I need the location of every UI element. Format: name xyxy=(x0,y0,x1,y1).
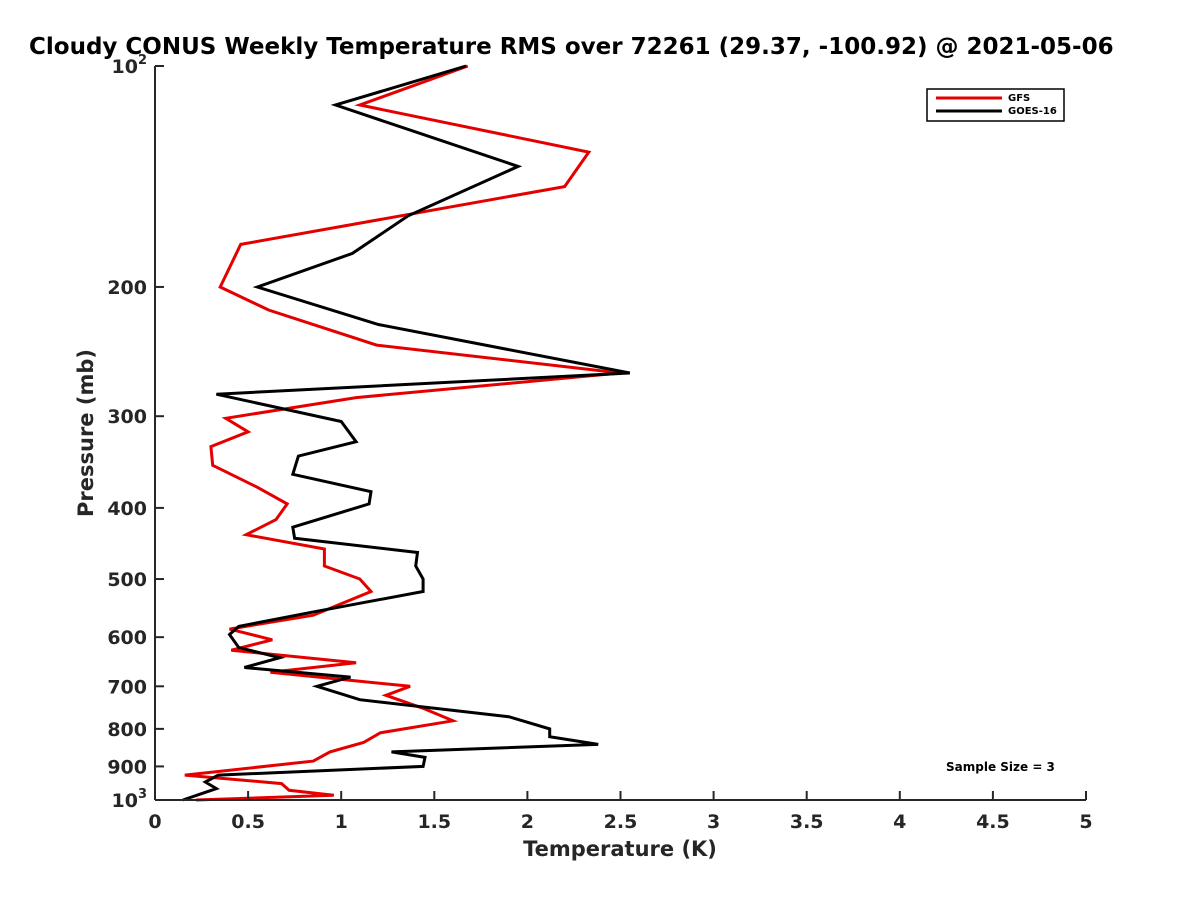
y-axis-label: Pressure (mb) xyxy=(74,349,98,517)
y-tick-base: 10 xyxy=(112,56,138,78)
y-tick-label: 300 xyxy=(107,406,147,428)
x-tick-label: 1.5 xyxy=(417,811,451,833)
y-tick-label: 600 xyxy=(107,627,147,649)
y-tick-label: 500 xyxy=(107,569,147,591)
x-tick-label: 2 xyxy=(521,811,534,833)
x-axis-label: Temperature (K) xyxy=(523,837,717,861)
legend-box xyxy=(926,88,1065,122)
legend-label-goes16: GOES-16 xyxy=(1008,106,1057,117)
x-tick-label: 3 xyxy=(707,811,720,833)
x-tick-label: 5 xyxy=(1079,811,1092,833)
y-tick-label: 800 xyxy=(107,719,147,741)
series-line-goes16 xyxy=(182,64,631,802)
x-tick-label: 2.5 xyxy=(604,811,638,833)
y-tick-label: 400 xyxy=(107,498,147,520)
y-tick-exponent: 3 xyxy=(138,787,147,802)
y-tick-label: 700 xyxy=(107,676,147,698)
series-layer xyxy=(182,64,631,802)
y-tick-label: 200 xyxy=(107,277,147,299)
x-tick-label: 4.5 xyxy=(976,811,1010,833)
x-tick-label: 0 xyxy=(148,811,161,833)
y-tick-label: 102 xyxy=(112,53,148,78)
y-tick-label: 103 xyxy=(112,787,148,812)
legend-label-gfs: GFS xyxy=(1008,93,1030,104)
x-tick-label: 1 xyxy=(335,811,348,833)
x-tick-label: 0.5 xyxy=(231,811,265,833)
x-tick-label: 4 xyxy=(893,811,906,833)
legend: GFS GOES-16 xyxy=(926,88,1065,122)
sample-size-annotation: Sample Size = 3 xyxy=(946,760,1055,774)
y-tick-label: 900 xyxy=(107,756,147,778)
series-line-gfs xyxy=(184,64,621,802)
y-tick-exponent: 2 xyxy=(138,53,147,68)
x-ticks: 0 0.5 1 1.5 2 2.5 3 3.5 4 4.5 5 xyxy=(148,791,1093,833)
y-tick-base: 10 xyxy=(112,790,138,812)
x-tick-label: 3.5 xyxy=(790,811,824,833)
chart-title: Cloudy CONUS Weekly Temperature RMS over… xyxy=(29,34,1114,60)
